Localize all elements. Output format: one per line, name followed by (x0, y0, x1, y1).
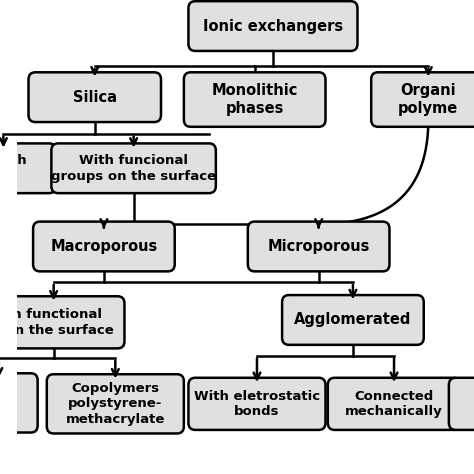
FancyBboxPatch shape (47, 374, 184, 433)
FancyBboxPatch shape (0, 374, 37, 432)
Text: Copolymers
polystyrene-
methacrylate: Copolymers polystyrene- methacrylate (65, 382, 165, 426)
FancyBboxPatch shape (51, 143, 216, 193)
FancyBboxPatch shape (33, 222, 175, 271)
FancyBboxPatch shape (28, 72, 161, 122)
FancyBboxPatch shape (189, 1, 357, 51)
FancyBboxPatch shape (371, 72, 474, 127)
FancyBboxPatch shape (248, 222, 390, 271)
Text: Agglomerated: Agglomerated (294, 312, 411, 328)
Text: With funcional
groups on the surface: With funcional groups on the surface (51, 154, 216, 182)
FancyBboxPatch shape (0, 143, 56, 193)
FancyBboxPatch shape (184, 72, 326, 127)
Text: Ionic exchangers: Ionic exchangers (203, 18, 343, 34)
FancyBboxPatch shape (282, 295, 424, 345)
Text: With eletrostatic
bonds: With eletrostatic bonds (194, 390, 320, 418)
FancyBboxPatch shape (189, 378, 326, 430)
Text: s
–
ne: s – ne (0, 381, 8, 425)
FancyBboxPatch shape (0, 296, 125, 348)
Text: th functional
s on the surface: th functional s on the surface (0, 308, 114, 337)
Text: d with
ers: d with ers (0, 154, 27, 182)
Text: Monolithic
phases: Monolithic phases (211, 83, 298, 116)
Text: Silica: Silica (73, 90, 117, 105)
Text: Organi
polyme: Organi polyme (398, 83, 458, 116)
Text: Microporous: Microporous (267, 239, 370, 254)
Text: Connected
mechanically: Connected mechanically (345, 390, 443, 418)
FancyBboxPatch shape (449, 378, 474, 430)
FancyBboxPatch shape (328, 378, 460, 430)
Text: Macroporous: Macroporous (50, 239, 157, 254)
